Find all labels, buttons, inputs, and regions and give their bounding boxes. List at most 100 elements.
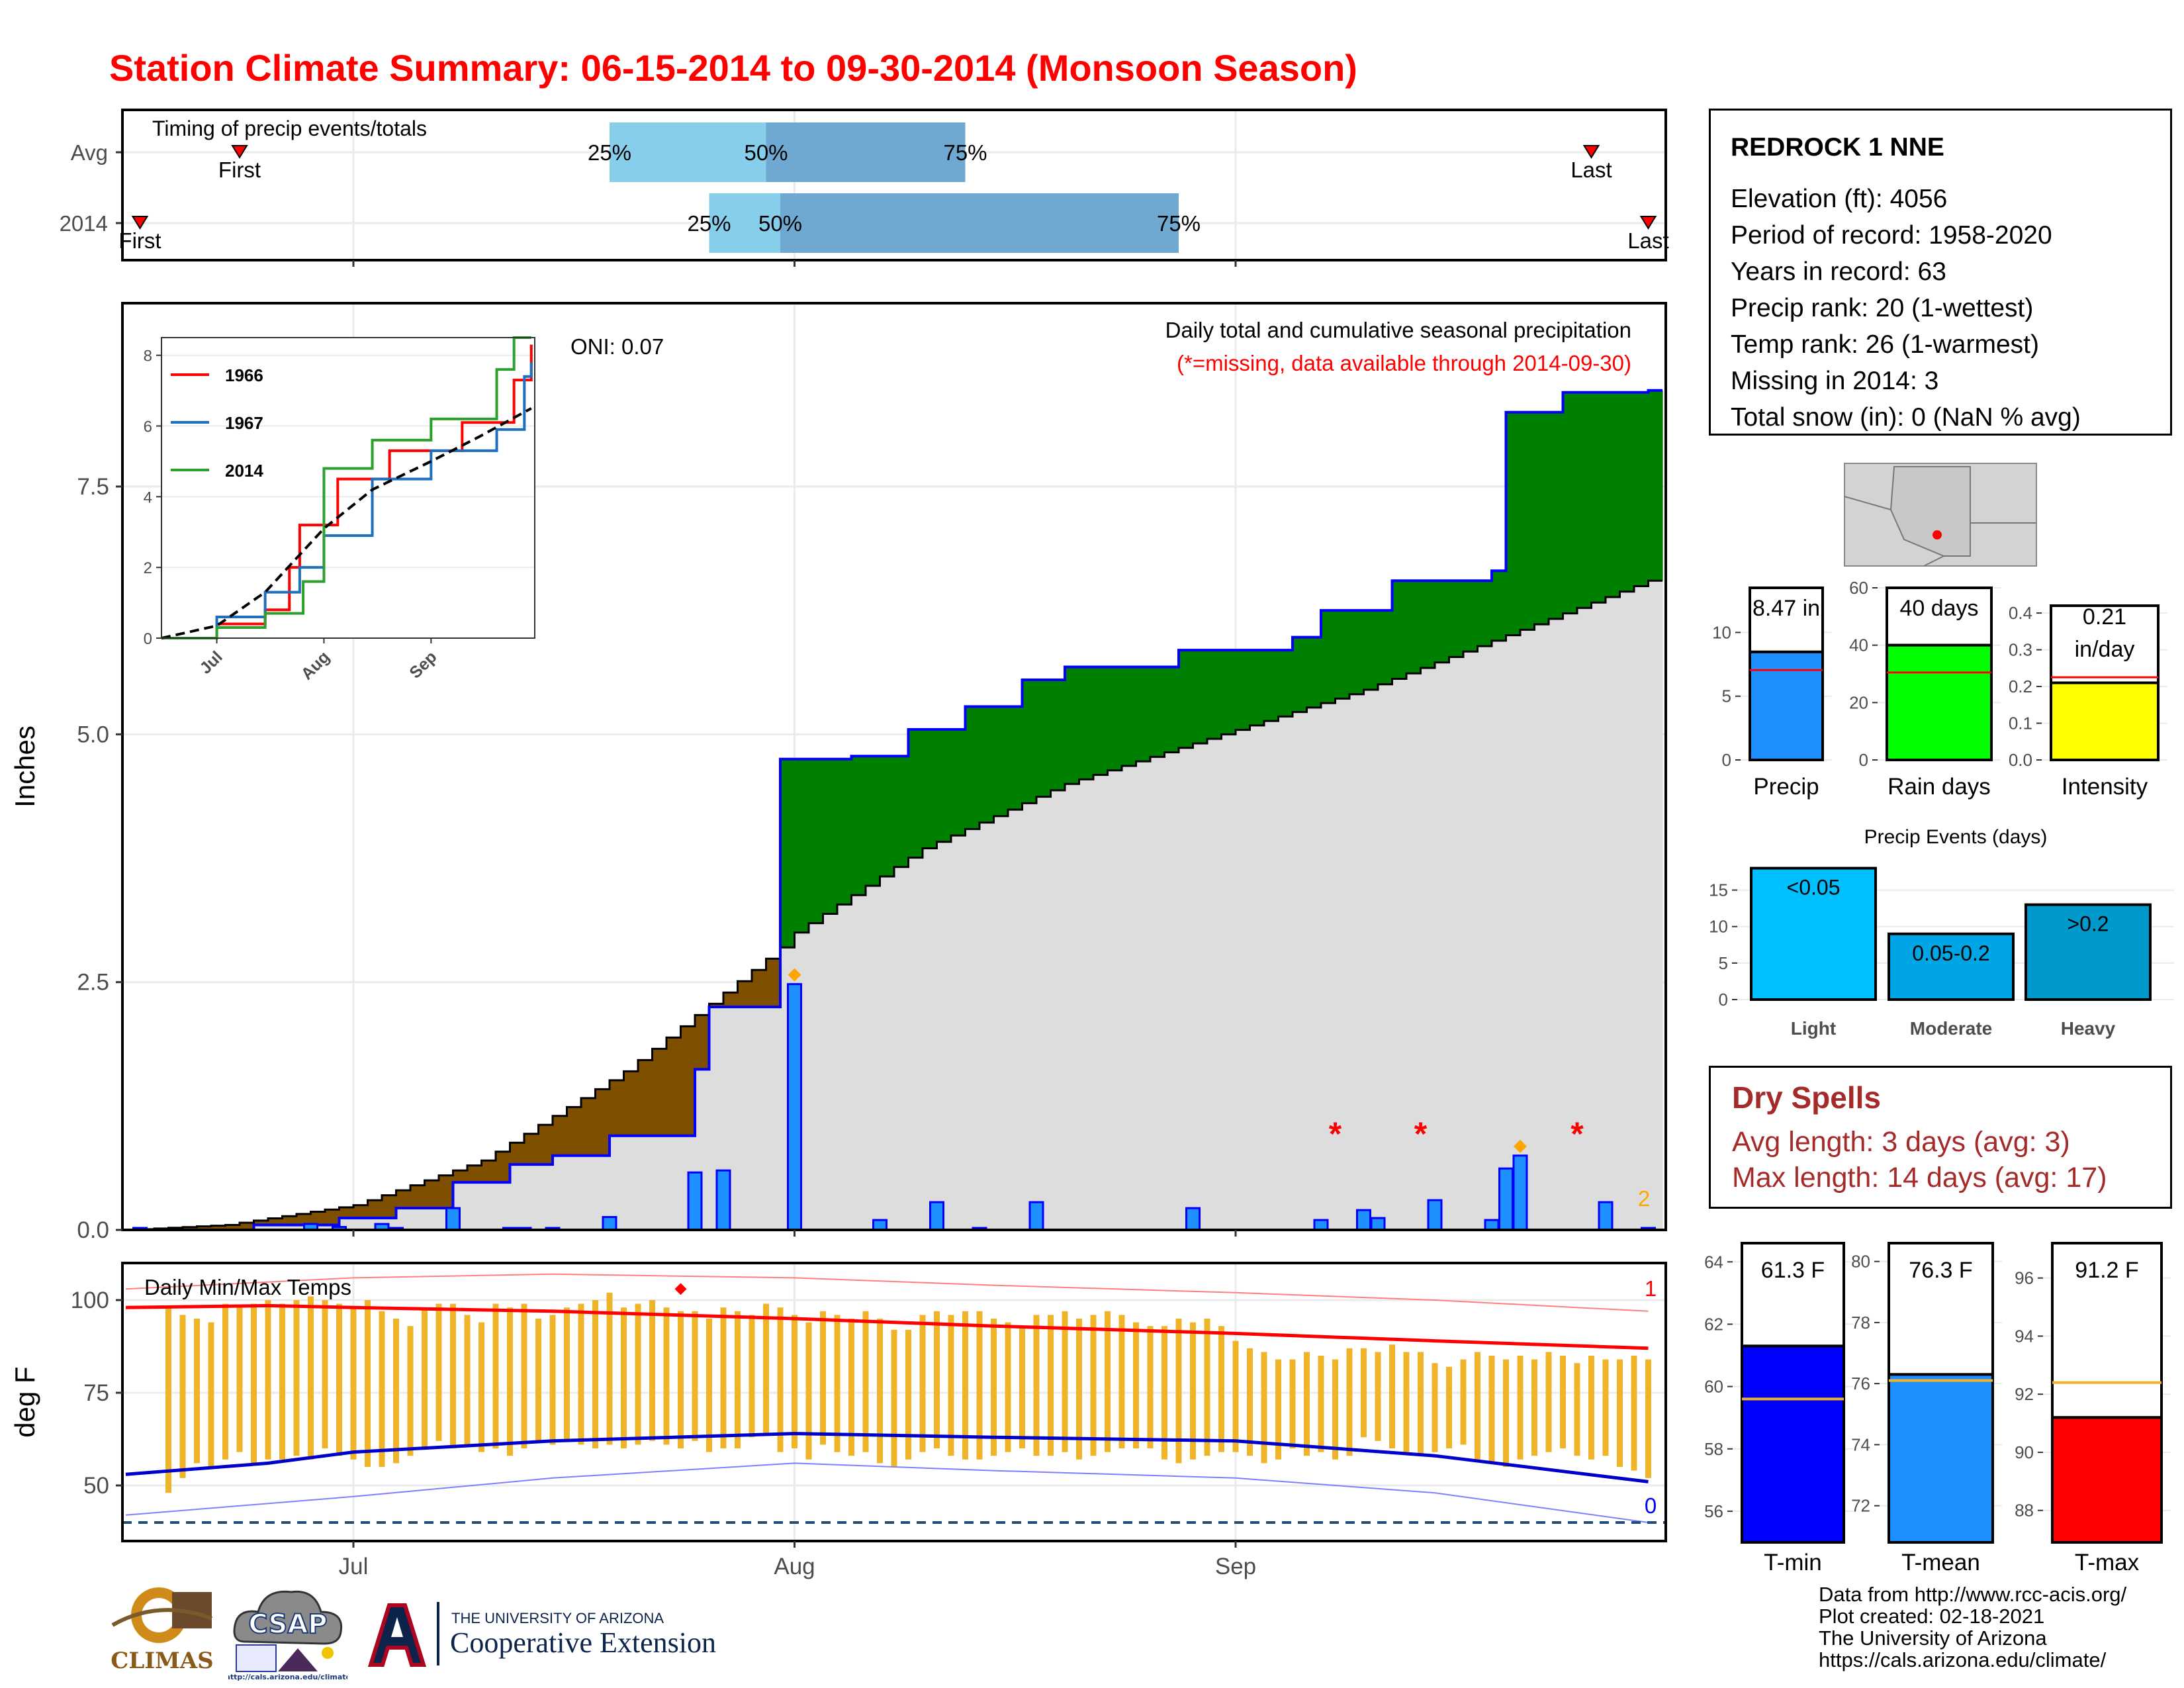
precip-ytick-label: 0.0 (77, 1217, 109, 1243)
inset-series-line (161, 336, 531, 639)
above-average-area (809, 759, 824, 923)
below-average-area (467, 1165, 482, 1183)
precip-legend-note: (*=missing, data available through 2014-… (1177, 351, 1631, 375)
below-average-area (410, 1185, 426, 1209)
dry-spells-max: Max length: 14 days (avg: 17) (1732, 1162, 2107, 1194)
summary-ytick-label: 0 (1859, 750, 1868, 770)
avg-area-segment (1050, 790, 1066, 1230)
average-min-line (125, 1432, 1649, 1483)
svg-text:http://cals.arizona.edu/climat: http://cals.arizona.edu/climate (228, 1673, 347, 1681)
daily-precip-bar (1598, 1201, 1614, 1231)
avg-area-segment (553, 1155, 568, 1230)
below-average-area (325, 1209, 340, 1225)
tempbar-ytick-label: 60 (1704, 1377, 1723, 1397)
below-average-area (183, 1227, 198, 1230)
daily-temp-range-bar (507, 1307, 513, 1456)
timing-pct-75: 75% (943, 140, 987, 165)
daily-temp-range-bar (1005, 1322, 1011, 1452)
station-line: Period of record: 1958-2020 (1731, 221, 2052, 250)
daily-precip-bar (787, 983, 802, 1231)
summary-ytick-label: 0.0 (2009, 750, 2032, 770)
avg-area-segment (908, 857, 923, 1230)
climas-logo: CLIMAS (106, 1579, 218, 1678)
event-bar (2025, 903, 2152, 1002)
avg-area-segment (538, 1164, 553, 1230)
daily-temp-range-bar (1261, 1352, 1267, 1464)
avg-area-segment (1221, 734, 1236, 1230)
above-average-area (780, 759, 796, 948)
daily-temp-range-bar (635, 1303, 641, 1445)
figure-title: Station Climate Summary: 06-15-2014 to 0… (109, 47, 1357, 89)
above-average-area (1093, 667, 1109, 775)
daily-precip-bar (1356, 1209, 1371, 1231)
daily-temp-range-bar (1048, 1315, 1054, 1456)
above-average-area (979, 706, 995, 823)
above-average-area (1435, 581, 1450, 663)
daily-temp-range-bar (1560, 1356, 1566, 1448)
cooperative-extension-name: Cooperative Extension (450, 1626, 717, 1659)
above-average-area (1136, 667, 1151, 762)
below-average-area (268, 1218, 283, 1225)
above-average-area (1549, 412, 1564, 619)
above-average-area (1306, 637, 1322, 708)
inset-border (161, 337, 535, 639)
daily-precip-bar (687, 1171, 703, 1231)
summary-bar-frame (1749, 586, 1824, 653)
below-average-area (496, 1151, 511, 1183)
svg-text:CSAP: CSAP (248, 1609, 327, 1640)
university-name: THE UNIVERSITY OF ARIZONA (451, 1610, 664, 1626)
precip-ytick-label: 2.5 (77, 970, 109, 996)
inset-legend-label: 2014 (225, 461, 263, 481)
daily-temp-range-bar (293, 1300, 300, 1456)
daily-temp-range-bar (805, 1322, 812, 1460)
below-average-area (282, 1216, 297, 1225)
summary-ytick-label: 0.1 (2009, 714, 2032, 733)
station-name: REDROCK 1 NNE (1731, 133, 1944, 162)
daily-precip-bar (1498, 1167, 1514, 1231)
daily-precip-bar (1028, 1201, 1044, 1231)
tempbar-ytick-label: 58 (1704, 1439, 1723, 1459)
below-average-area (723, 992, 739, 1008)
daily-temp-range-bar (1019, 1326, 1025, 1448)
avg-area-segment (1306, 707, 1322, 1230)
daily-temp-range-bar (777, 1307, 784, 1452)
daily-temp-range-bar (393, 1319, 399, 1464)
timing-marker-last (1639, 216, 1657, 230)
above-average-area (1207, 650, 1222, 739)
below-average-area (424, 1180, 439, 1209)
tempbar-value-label: 61.3 F (1761, 1258, 1825, 1283)
avg-area-segment (1022, 803, 1037, 1230)
summary-bar-value (1749, 650, 1824, 762)
daily-temp-range-bar (1617, 1359, 1623, 1467)
avg-area-segment (623, 1135, 639, 1230)
daily-temp-range-bar (1446, 1366, 1452, 1448)
timing-marker-label: First (118, 228, 161, 253)
below-average-area (396, 1190, 411, 1209)
below-average-area (453, 1170, 468, 1183)
record-low-line (125, 1462, 1649, 1523)
above-average-area (1250, 650, 1265, 726)
precip-extreme-count: 2 (1638, 1186, 1650, 1211)
summary-bar-label: Rain days (1888, 774, 1991, 800)
below-average-area (737, 981, 752, 1008)
above-average-area (1520, 412, 1535, 630)
below-average-area (595, 1089, 610, 1156)
daily-temp-range-bar (165, 1307, 171, 1493)
avg-area-segment (424, 1208, 439, 1230)
summary-ytick-label: 0 (1722, 750, 1731, 770)
above-average-area (908, 729, 923, 858)
avg-area-segment (1378, 684, 1393, 1230)
daily-temp-range-bar (1232, 1340, 1239, 1452)
summary-ytick-label: 20 (1849, 692, 1868, 712)
below-average-area (666, 1037, 682, 1136)
daily-temp-range-bar (919, 1315, 926, 1452)
summary-ytick-label: 10 (1712, 622, 1731, 642)
above-average-area (851, 756, 866, 896)
average-max-line (125, 1303, 1649, 1350)
daily-temp-range-bar (1574, 1363, 1580, 1456)
daily-temp-range-bar (976, 1311, 983, 1460)
inset-ytick-label: 8 (144, 348, 152, 365)
daily-precip-bar (715, 1169, 731, 1231)
daily-temp-range-bar (592, 1300, 598, 1448)
summary-ytick-label: 40 (1849, 635, 1868, 655)
